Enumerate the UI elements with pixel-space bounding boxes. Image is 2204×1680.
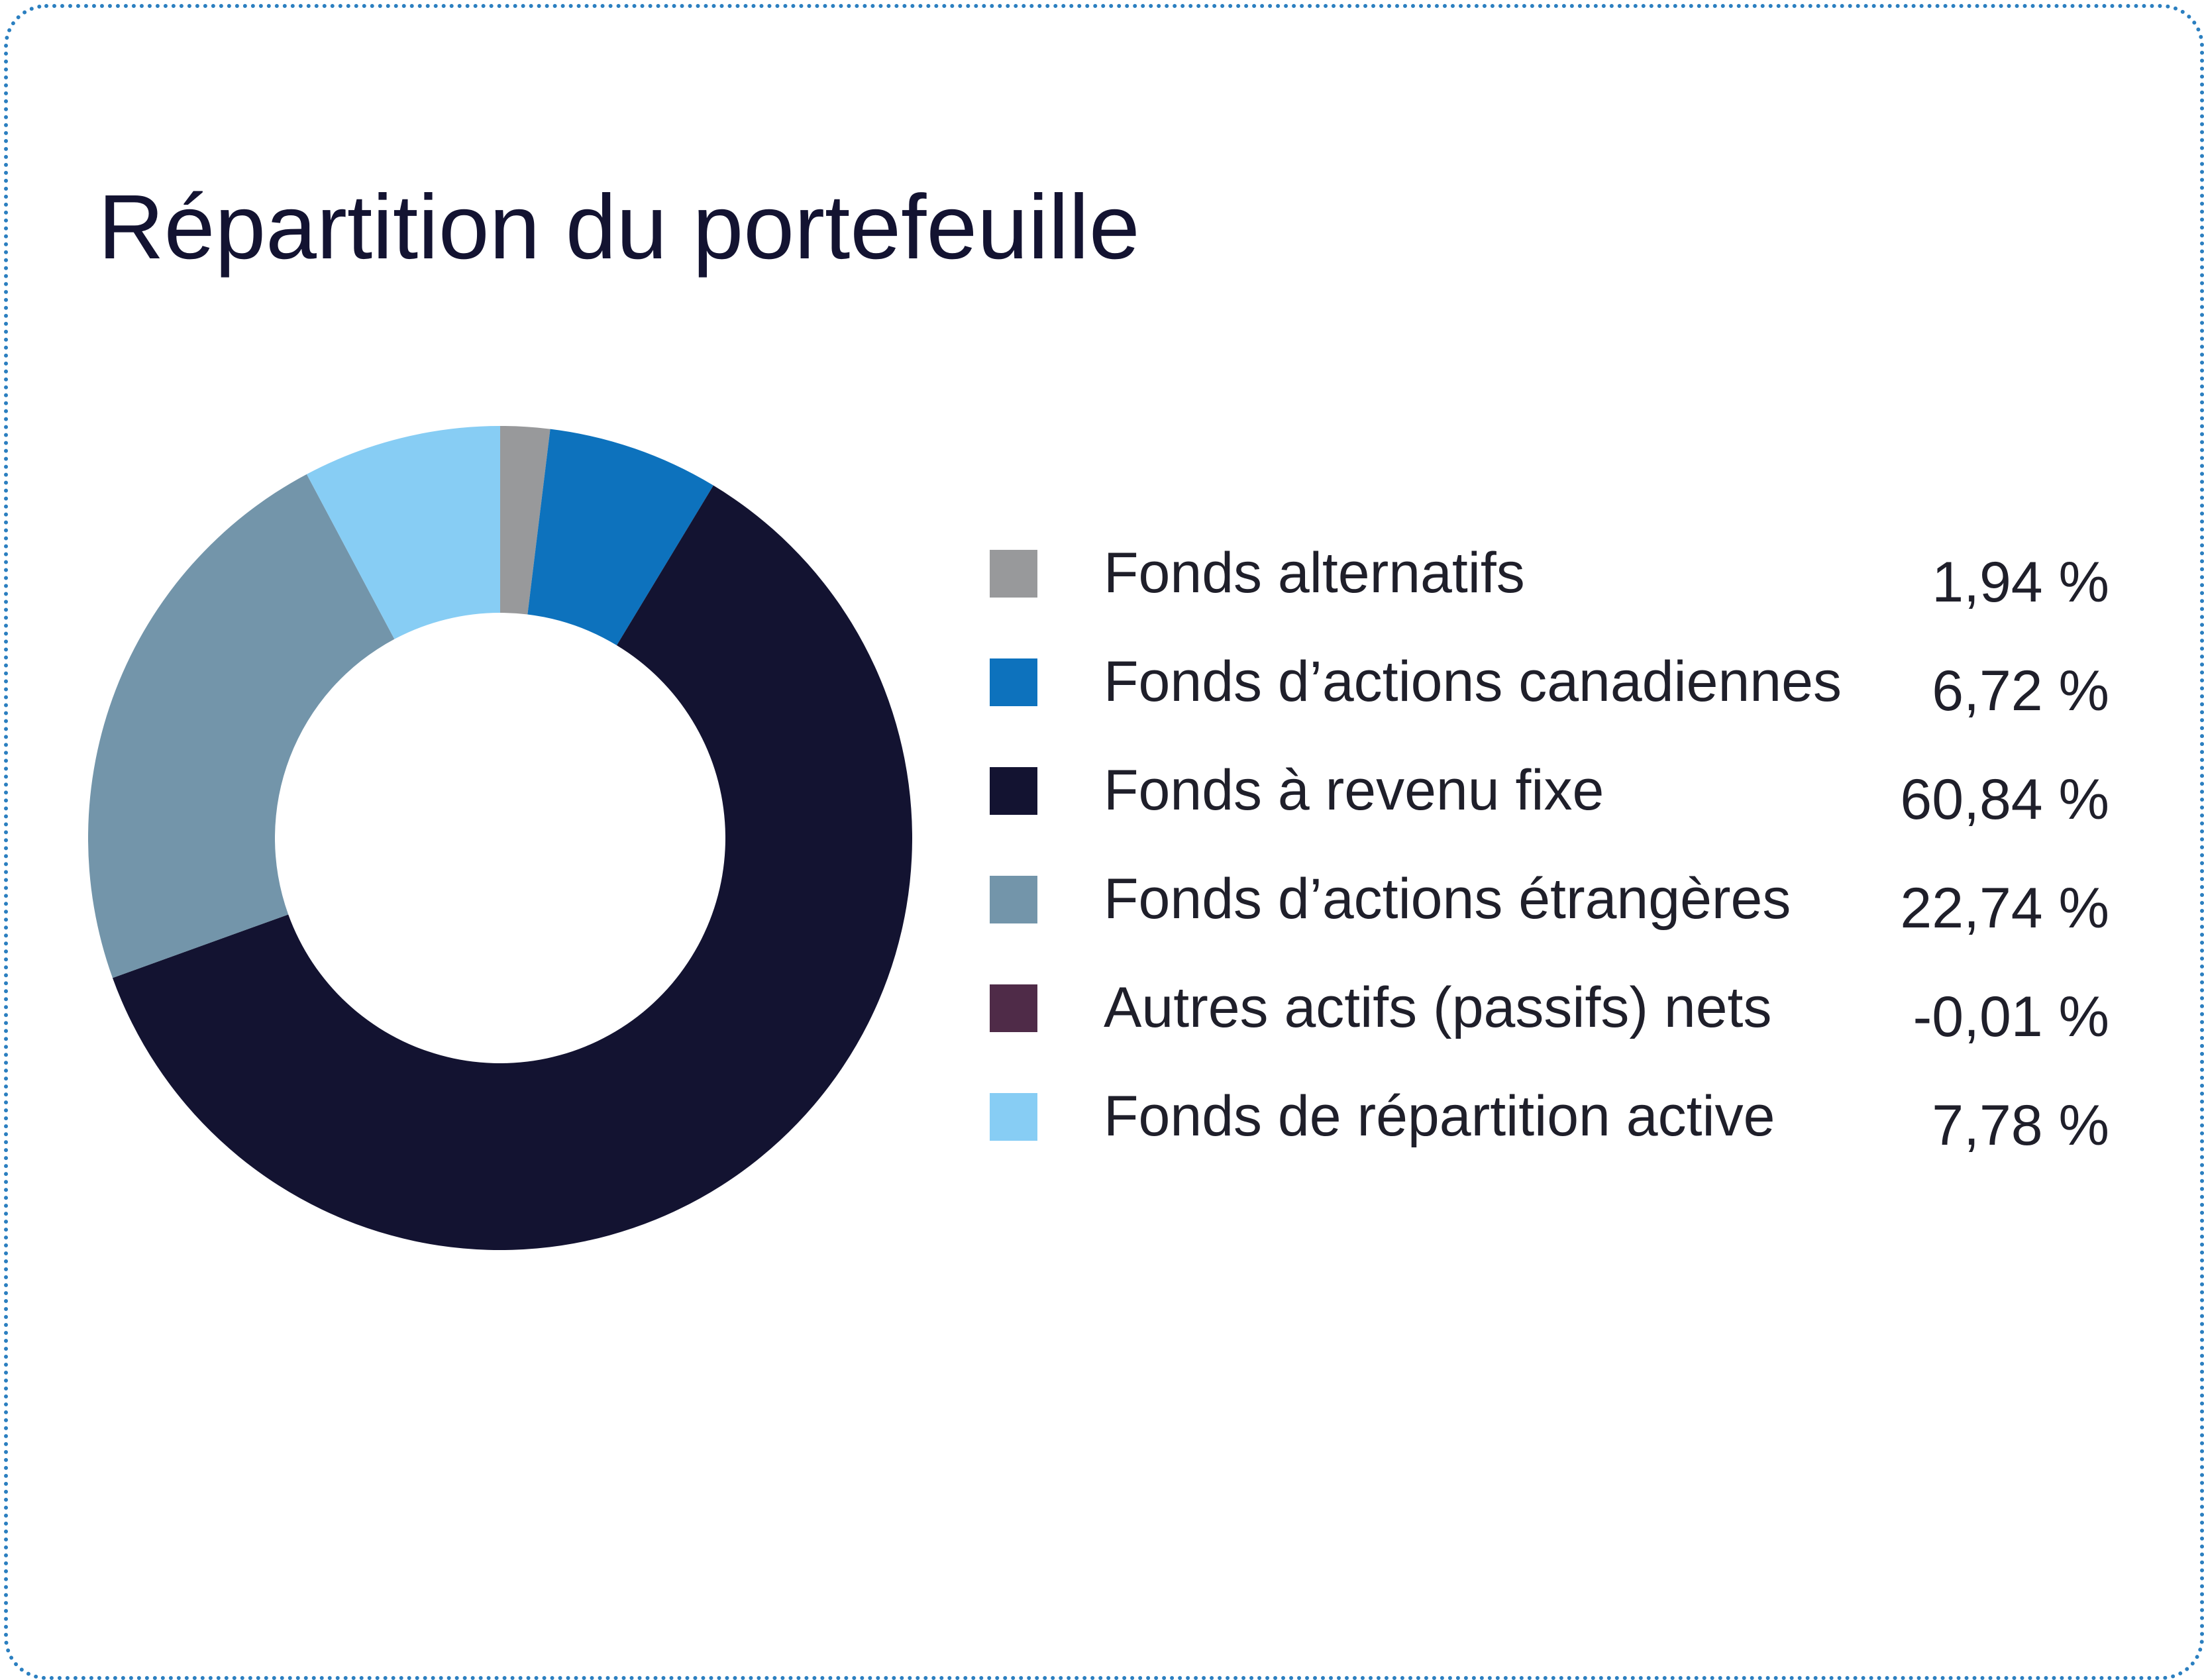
legend-swatch [990, 550, 1037, 598]
legend-label: Fonds à revenu fixe [1104, 759, 1604, 822]
legend-swatch [990, 658, 1037, 706]
legend-label: Fonds alternatifs [1104, 541, 1525, 605]
legend-label: Autres actifs (passifs) nets [1104, 976, 1772, 1039]
legend-value: 6,72 % [1932, 659, 2109, 723]
legend-item: Fonds de répartition active 7,78 % [990, 1088, 2109, 1196]
legend-value: 60,84 % [1900, 768, 2109, 831]
donut-slice [527, 429, 713, 646]
donut-slice [306, 426, 500, 639]
legend-label: Fonds d’actions étrangères [1104, 867, 1791, 931]
legend-item: Autres actifs (passifs) nets -0,01 % [990, 979, 2109, 1088]
legend-item: Fonds d’actions canadiennes 6,72 % [990, 653, 2109, 762]
donut-svg [87, 426, 913, 1251]
legend-value: 7,78 % [1932, 1094, 2109, 1157]
legend-value: 22,74 % [1900, 876, 2109, 940]
legend-item: Fonds à revenu fixe 60,84 % [990, 762, 2109, 870]
legend-swatch [990, 1093, 1037, 1141]
legend-swatch [990, 876, 1037, 923]
legend: Fonds alternatifs 1,94 % Fonds d’actions… [990, 545, 2109, 1196]
chart-card: Répartition du portefeuille Fonds altern… [4, 4, 2204, 1680]
donut-slice [112, 485, 913, 1251]
donut-slice [500, 426, 551, 615]
legend-swatch [990, 767, 1037, 815]
donut-chart [86, 424, 914, 1252]
chart-title: Répartition du portefeuille [98, 176, 1140, 278]
legend-label: Fonds d’actions canadiennes [1104, 650, 1842, 713]
legend-label: Fonds de répartition active [1104, 1084, 1775, 1148]
legend-item: Fonds d’actions étrangères 22,74 % [990, 870, 2109, 979]
donut-slice [87, 474, 395, 978]
legend-swatch [990, 984, 1037, 1032]
legend-value: -0,01 % [1913, 985, 2109, 1049]
legend-item: Fonds alternatifs 1,94 % [990, 545, 2109, 653]
legend-value: 1,94 % [1932, 551, 2109, 614]
